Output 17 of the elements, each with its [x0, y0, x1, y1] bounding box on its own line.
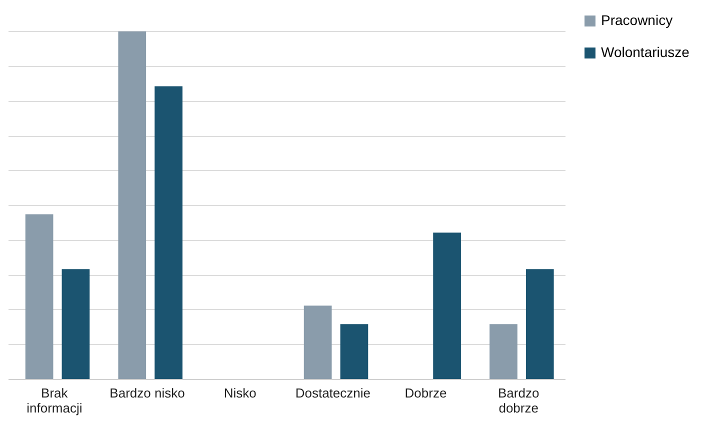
bar: [25, 214, 54, 379]
legend-label: Pracownicy: [601, 12, 673, 28]
bar: [433, 232, 461, 379]
bar: [304, 306, 332, 379]
x-tick-label: Dobrze: [404, 386, 447, 400]
bar: [154, 86, 182, 379]
legend-label: Wolontariusze: [601, 44, 690, 60]
x-tick-label: Brak informacji: [26, 386, 82, 416]
x-tick-label: Bardzo nisko: [110, 386, 185, 400]
bar: [62, 269, 90, 379]
x-tick-label: Dostatecznie: [295, 386, 370, 400]
x-tick-label: Nisko: [224, 386, 256, 400]
bar: [490, 324, 518, 379]
bar: [118, 31, 146, 379]
bar: [340, 324, 368, 379]
bar: [526, 269, 554, 379]
x-tick-label: Bardzo dobrze: [498, 386, 540, 416]
